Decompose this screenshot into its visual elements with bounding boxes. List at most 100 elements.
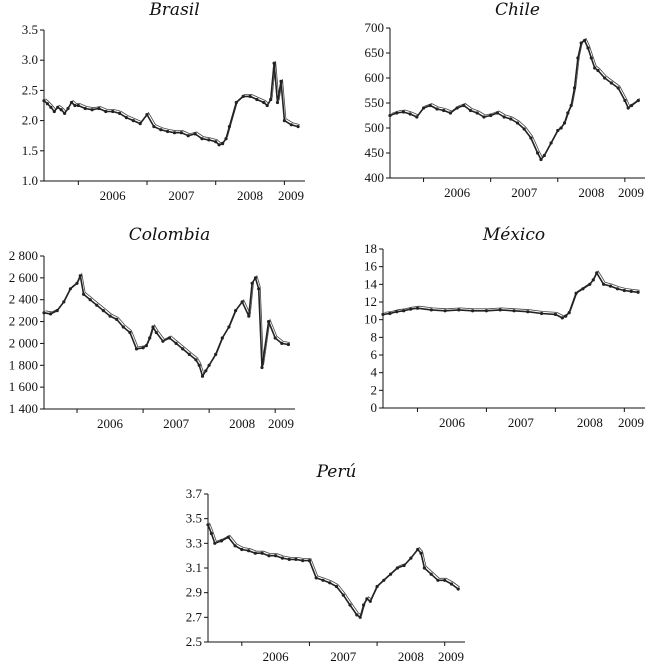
data-point — [219, 539, 224, 543]
chart-brasil: Brasil 1.0 1.5 2.0 2.5 3.0 3.5 2006 2007 2008 2009 — [22, 0, 305, 203]
data-point — [416, 547, 420, 552]
data-point — [265, 103, 269, 108]
data-point — [559, 126, 563, 130]
series-line-colombia — [43, 274, 289, 377]
data-point — [267, 554, 271, 558]
y-tick-label: 550 — [365, 95, 385, 110]
data-point — [78, 274, 82, 278]
data-point — [435, 107, 439, 111]
data-point — [382, 578, 386, 582]
chart-chile: Chile 400 450 500 550 600 650 700 2006 2007 2008 20… — [365, 0, 645, 200]
data-point — [68, 287, 72, 291]
data-point — [608, 284, 613, 288]
data-point — [167, 336, 172, 340]
data-point — [616, 86, 620, 90]
data-point — [42, 99, 46, 103]
data-point — [248, 94, 252, 98]
data-point — [395, 111, 399, 115]
y-tick-label: 1.0 — [22, 173, 38, 188]
x-tick-label: 2008 — [578, 185, 604, 200]
data-point — [296, 125, 300, 129]
y-tick-label: 600 — [365, 70, 385, 85]
data-point — [174, 341, 178, 345]
data-point — [443, 309, 447, 313]
data-point — [569, 103, 573, 108]
data-point — [151, 325, 155, 329]
data-point — [179, 131, 183, 135]
data-point — [536, 151, 540, 155]
data-point — [59, 108, 63, 112]
x-tick-label: 2006 — [263, 649, 290, 664]
data-point — [442, 108, 446, 113]
data-point — [495, 111, 499, 115]
data-point — [609, 81, 614, 85]
data-point — [187, 352, 191, 356]
data-point — [52, 109, 56, 114]
y-tick-label: 700 — [365, 20, 385, 35]
data-point — [289, 123, 293, 127]
data-point — [636, 98, 640, 103]
data-point — [66, 106, 70, 111]
x-tick-label: 2009 — [618, 415, 644, 430]
series-line-band — [45, 272, 290, 376]
y-tick-label: 2.7 — [186, 609, 203, 624]
chart-colombia: Colombia 1 400 1 600 1 800 2 000 2 200 2 400 2 … — [9, 225, 295, 431]
data-point — [589, 56, 593, 60]
data-point — [328, 581, 332, 585]
data-point — [560, 316, 564, 320]
x-tick-label: 2009 — [268, 416, 294, 431]
data-point — [209, 531, 213, 536]
data-point — [42, 311, 46, 315]
data-point — [334, 584, 339, 589]
data-point — [148, 336, 152, 340]
data-point — [214, 352, 218, 356]
data-point — [381, 312, 385, 316]
data-point — [121, 325, 125, 329]
data-point — [389, 572, 393, 576]
y-tick-label: 500 — [365, 120, 385, 135]
data-point — [76, 103, 80, 108]
x-tick-label: 2006 — [439, 415, 466, 430]
series-line-mexico — [382, 272, 639, 319]
data-point — [630, 103, 634, 108]
y-tick-label: 6 — [371, 347, 378, 362]
data-point — [422, 106, 426, 110]
data-point — [274, 554, 278, 558]
x-tick-label: 2007 — [163, 416, 190, 431]
data-point — [419, 551, 423, 555]
data-point — [269, 97, 273, 102]
data-point — [227, 325, 231, 329]
data-point — [402, 309, 406, 313]
data-point — [443, 578, 447, 582]
x-tick-label: 2008 — [398, 649, 424, 664]
data-point — [409, 556, 413, 560]
y-tick-label: 3.5 — [186, 511, 202, 526]
data-point — [428, 103, 432, 108]
data-point — [415, 306, 420, 310]
x-tick-label: 2008 — [237, 188, 263, 203]
data-point — [502, 115, 506, 119]
y-tick-label: 2.0 — [22, 113, 38, 128]
data-point — [145, 113, 149, 117]
y-tick-label: 16 — [364, 259, 378, 274]
data-point — [286, 342, 290, 347]
y-tick-label: 2 000 — [9, 335, 38, 350]
data-point — [204, 369, 208, 373]
chart-title: Colombia — [129, 225, 211, 245]
data-point — [422, 566, 426, 570]
data-point — [395, 310, 399, 314]
x-tick-label: 2007 — [168, 188, 195, 203]
series-line-band — [391, 37, 641, 159]
x-tick-label: 2009 — [278, 188, 304, 203]
data-point — [63, 111, 67, 115]
data-point — [509, 117, 513, 121]
x-tick-label: 2009 — [618, 185, 644, 200]
data-point — [358, 615, 362, 619]
data-point — [448, 111, 452, 115]
data-point — [257, 287, 261, 291]
data-point — [579, 41, 583, 45]
y-tick-label: 3.7 — [186, 486, 203, 501]
data-point — [574, 291, 578, 295]
data-point — [562, 121, 567, 125]
